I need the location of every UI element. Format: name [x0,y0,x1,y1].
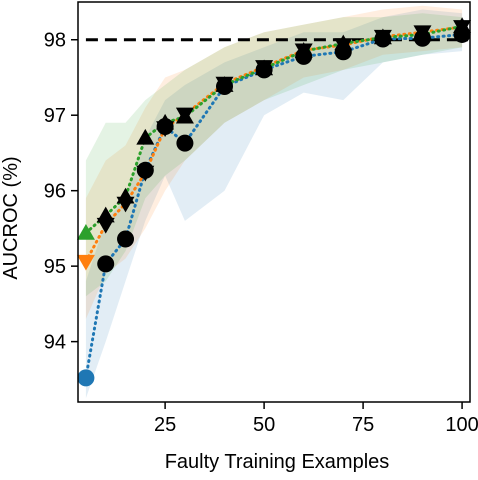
series-3-point [96,206,115,223]
confidence-bands [85,5,463,399]
series-1-band [85,9,463,399]
axes: 25 50 75 100 94 95 96 97 98 [44,1,478,436]
x-tick-label: 100 [445,414,478,436]
series-1-point [97,255,115,273]
series-3-point [136,128,155,145]
y-axis-title: AUCROC (%) [0,156,22,279]
series-2-point [136,165,155,182]
series-3-point [175,107,194,124]
x-tick-label: 75 [352,414,374,436]
series-3-point [255,59,274,76]
series-3-point [156,113,175,130]
x-tick-label: 50 [253,414,275,436]
series-3-point [215,76,234,92]
y-tick-label: 96 [44,181,66,203]
series-3-point [334,34,353,51]
y-tick-label: 95 [44,256,66,278]
series-3-point [373,28,392,45]
series-2-band [85,5,463,320]
series-1-point [77,369,95,387]
y-tick-label: 94 [44,332,66,354]
plot-frame [77,1,471,403]
series-3-point [453,17,472,33]
x-axis-title: Faulty Training Examples [165,451,390,473]
series-3-point [76,224,95,240]
series-3-point [413,25,432,42]
y-tick-label: 98 [44,30,66,52]
x-tick-label: 25 [154,414,176,436]
series-markers [76,17,472,387]
series-3-point [116,187,135,204]
series-3-band [85,13,463,297]
y-tick-label: 97 [44,105,66,127]
series-1-point [176,134,194,152]
series-1-point [117,230,135,248]
series-3-point [294,42,313,58]
series-2-point [76,254,95,271]
